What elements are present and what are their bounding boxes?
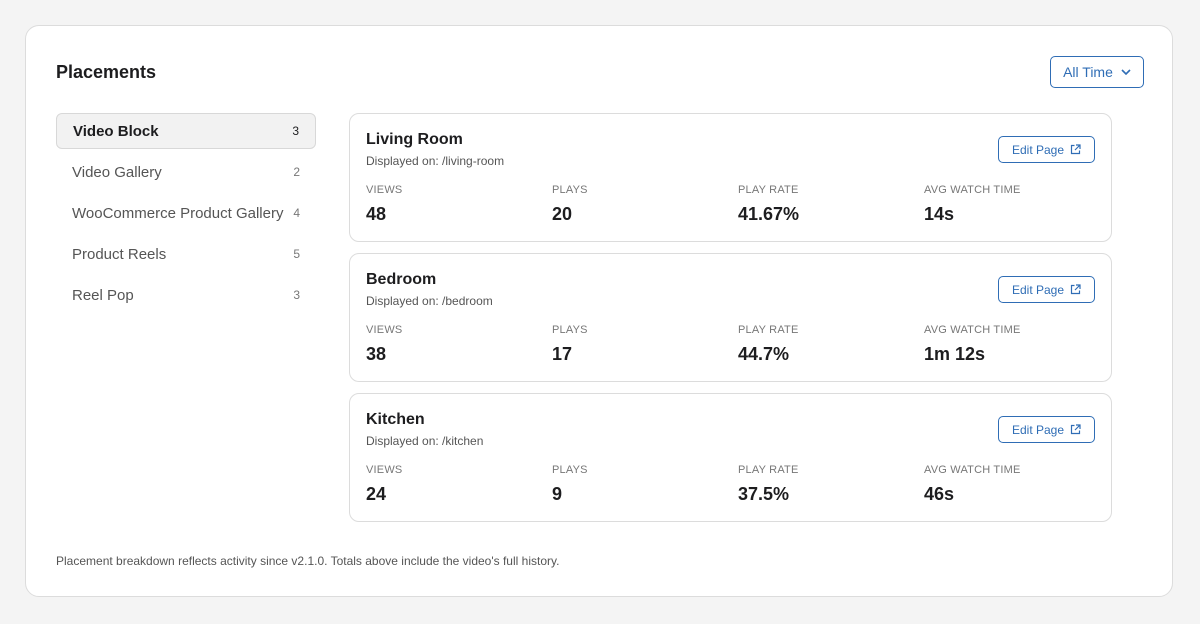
sidebar-item[interactable]: WooCommerce Product Gallery 4 xyxy=(56,195,316,231)
displayed-on: Displayed on: /kitchen xyxy=(366,434,484,448)
metric-label: PLAY RATE xyxy=(738,184,799,196)
metric-value: 41.67% xyxy=(738,204,800,224)
displayed-on: Displayed on: /living-room xyxy=(366,154,505,168)
sidebar-item[interactable]: Reel Pop 3 xyxy=(56,277,316,313)
metric-label: VIEWS xyxy=(366,464,403,476)
metric-value: 46s xyxy=(924,484,955,504)
metric-label: PLAYS xyxy=(552,184,588,196)
chevron-icon xyxy=(1121,69,1131,75)
edit-page-button[interactable]: Edit Page xyxy=(998,276,1095,303)
placement-card: Kitchen Displayed on: /kitchen VIEWS 24 PLAY… xyxy=(349,393,1112,522)
metric-label: VIEWS xyxy=(366,324,403,336)
sidebar-item[interactable]: Video Gallery 2 xyxy=(56,154,316,190)
item-name: Video Block xyxy=(73,122,159,140)
sidebar-item[interactable]: Video Block 3 xyxy=(56,113,316,149)
metric-label: PLAYS xyxy=(552,464,588,476)
edit-page-button[interactable]: Edit Page xyxy=(998,416,1095,443)
metric-value: 14s xyxy=(924,204,955,224)
metric-value: 44.7% xyxy=(738,344,790,364)
metric-value: 38 xyxy=(366,344,387,364)
metric-label: PLAY RATE xyxy=(738,464,799,476)
sidebar-item[interactable]: Product Reels 5 xyxy=(56,236,316,272)
item-name: Video Gallery xyxy=(72,163,162,181)
item-name: Reel Pop xyxy=(72,286,134,304)
edit-label: Edit Page xyxy=(1011,282,1065,297)
placement-card: Bedroom Displayed on: /bedroom VIEWS 38 PLAY… xyxy=(349,253,1112,382)
metric-label: VIEWS xyxy=(366,184,403,196)
item-count: 2 xyxy=(293,165,300,179)
metric-value: 1m 12s xyxy=(924,344,986,364)
placement-name: Bedroom xyxy=(366,271,437,288)
metric-value: 37.5% xyxy=(738,484,790,504)
metric-value: 24 xyxy=(366,484,387,504)
placement-card: Living Room Displayed on: /living-room VIE… xyxy=(349,113,1112,242)
metric-label: AVG WATCH TIME xyxy=(924,184,1021,196)
external-link-icon xyxy=(1070,284,1081,295)
metric-label: PLAY RATE xyxy=(738,324,799,336)
item-count: 5 xyxy=(293,247,300,261)
metric-label: PLAYS xyxy=(552,324,588,336)
metric-value: 48 xyxy=(366,204,387,224)
metric-value: 9 xyxy=(552,484,563,504)
displayed-on: Displayed on: /bedroom xyxy=(366,294,493,308)
edit-label: Edit Page xyxy=(1011,422,1065,437)
external-link-icon xyxy=(1070,144,1081,155)
item-name: WooCommerce Product Gallery xyxy=(72,204,284,222)
edit-page-button[interactable]: Edit Page xyxy=(998,136,1095,163)
metric-value: 20 xyxy=(552,204,573,224)
external-link-icon xyxy=(1070,424,1081,435)
item-count: 3 xyxy=(293,288,300,302)
placement-name: Kitchen xyxy=(366,411,425,428)
metric-label: AVG WATCH TIME xyxy=(924,464,1021,476)
item-count: 3 xyxy=(292,124,299,138)
title: Placements xyxy=(56,62,157,82)
item-count: 4 xyxy=(293,206,300,220)
metric-label: AVG WATCH TIME xyxy=(924,324,1021,336)
item-name: Product Reels xyxy=(72,245,167,263)
footer-note: Placement breakdown reflects activity si… xyxy=(56,554,560,568)
edit-label: Edit Page xyxy=(1011,142,1065,157)
time-filter[interactable]: All Time xyxy=(1050,56,1144,88)
filter-label: All Time xyxy=(1063,64,1113,80)
metric-value: 17 xyxy=(552,344,573,364)
placement-name: Living Room xyxy=(366,131,463,148)
